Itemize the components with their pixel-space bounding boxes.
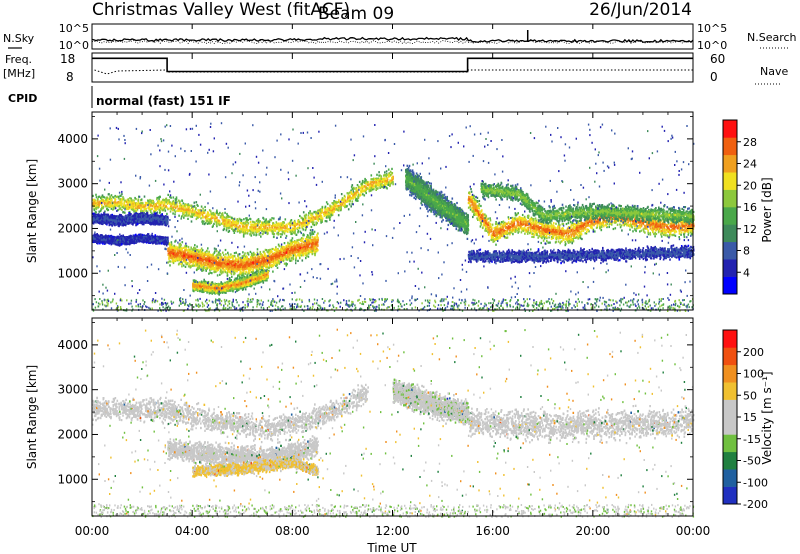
velocity-heatmap [92,329,695,518]
colorbar-swatch [723,347,737,365]
colorbar-tick-label: 15 [743,411,757,424]
colorbar-tick-label: 200 [743,346,764,359]
colorbar-swatch [723,330,737,348]
nsky-tick-bottom: 10^0 [59,39,89,52]
xaxis-tick-label: 04:00 [175,524,210,538]
colorbar-tick-label: -15 [743,433,761,446]
colorbar-swatch [723,137,737,155]
colorbar-swatch [723,452,737,470]
xaxis-tick-label: 00:00 [676,524,711,538]
yaxis-tick-label: 1000 [57,472,88,486]
colorbar-swatch [723,242,737,260]
nsearch-label: N.Search [747,31,797,44]
nsearch-tick-top: 10^5 [697,22,727,35]
colorbar-tick-label: 28 [743,136,757,149]
yaxis-tick-label: 2000 [57,427,88,441]
colorbar-swatch [723,172,737,190]
colorbar-tick-label: -100 [743,476,768,489]
freq-label-1: Freq. [5,53,32,66]
colorbar-swatch [723,434,737,452]
colorbar-swatch [723,277,737,295]
colorbar-tick-label: 4 [743,266,750,279]
yaxis-tick-label: 3000 [57,383,88,397]
colorbar-tick-label: 16 [743,201,757,214]
colorbar-swatch [723,120,737,138]
freq-label-2: [MHz] [3,67,35,80]
nsky-label: N.Sky [3,32,35,45]
nave-label: Nave [760,65,788,78]
power-colorbar-label: Power [dB] [760,177,774,242]
colorbar-swatch [723,400,737,418]
colorbar-swatch [723,382,737,400]
power-colorbar [723,120,737,294]
colorbar-tick-label: -200 [743,498,768,511]
velocity-colorbar [723,330,737,504]
nave-tick-top: 60 [710,52,725,66]
nsearch-tick-bottom: 10^0 [697,39,727,52]
xaxis-tick-label: 12:00 [375,524,410,538]
colorbar-tick-label: 20 [743,179,757,192]
velocity-ylabel: Slant Range [km] [25,365,39,469]
colorbar-swatch [723,207,737,225]
yaxis-tick-label: 2000 [57,221,88,235]
radar-summary-plot: Christmas Valley West (fitACF) Beam 09 2… [0,0,800,554]
xaxis-tick-label: 00:00 [75,524,110,538]
xaxis-tick-label: 08:00 [275,524,310,538]
xaxis-tick-label: 16:00 [475,524,510,538]
cpid-label: CPID [8,92,37,105]
colorbar-swatch [723,469,737,487]
colorbar-tick-label: 8 [743,245,750,258]
nsky-tick-top: 10^5 [59,22,89,35]
colorbar-swatch [723,224,737,242]
beam-label: Beam 09 [318,4,394,24]
colorbar-swatch [723,259,737,277]
plot-title: Christmas Valley West (fitACF) [92,0,350,20]
colorbar-swatch [723,417,737,435]
frequency-series [92,58,693,71]
cpid-text: normal (fast) 151 IF [96,94,231,108]
colorbar-tick-label: -50 [743,455,761,468]
velocity-colorbar-label: Velocity [m s⁻¹] [760,371,774,464]
colorbar-tick-label: 12 [743,223,757,236]
freq-tick-top: 18 [60,52,75,66]
colorbar-swatch [723,365,737,383]
nave-tick-bottom: 0 [710,70,718,84]
xaxis-label: Time UT [366,541,417,554]
xaxis-tick-label: 20:00 [576,524,611,538]
colorbar-swatch [723,487,737,505]
freq-tick-bottom: 8 [66,70,74,84]
yaxis-tick-label: 1000 [57,266,88,280]
colorbar-tick-label: 24 [743,158,757,171]
power-ylabel: Slant Range [km] [25,159,39,263]
yaxis-tick-label: 4000 [57,338,88,352]
power-heatmap [92,122,695,312]
colorbar-tick-label: 50 [743,389,757,402]
nsky-series [92,38,693,43]
yaxis-tick-label: 3000 [57,177,88,191]
date-label: 26/Jun/2014 [589,0,692,20]
colorbar-swatch [723,155,737,173]
yaxis-tick-label: 4000 [57,132,88,146]
colorbar-swatch [723,190,737,208]
